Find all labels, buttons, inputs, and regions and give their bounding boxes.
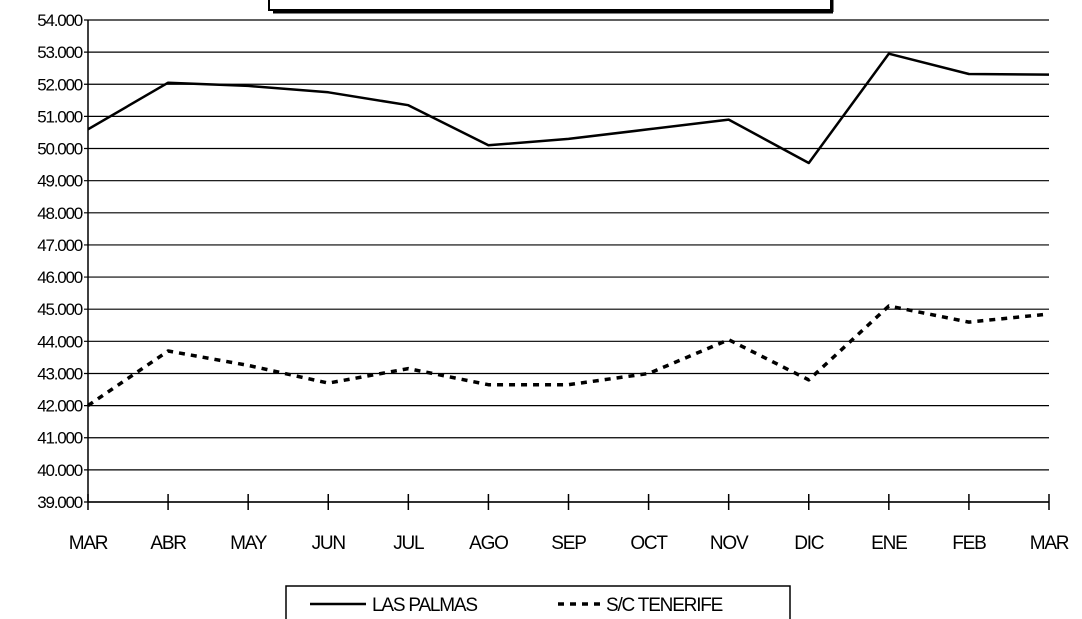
y-tick-label: 46.000	[37, 268, 83, 287]
y-tick-label: 52.000	[37, 75, 83, 94]
x-tick-label: AGO	[469, 533, 508, 554]
x-tick-label: JUL	[393, 533, 424, 554]
series-lines	[87, 52, 1050, 408]
x-tick-label: NOV	[710, 533, 749, 554]
x-tick-label: SEP	[551, 533, 586, 554]
y-tick-label: 40.000	[37, 461, 83, 480]
y-tick-label: 43.000	[37, 364, 83, 383]
x-tick-label: JUN	[312, 533, 346, 554]
y-tick-label: 53.000	[37, 43, 83, 62]
y-tick-label: 45.000	[37, 300, 83, 319]
y-tick-label: 39.000	[37, 493, 83, 512]
axes	[87, 20, 1050, 510]
y-tick-label: 44.000	[37, 332, 83, 351]
x-tick-label: OCT	[630, 533, 668, 554]
x-tick-labels: MAR ABR MAY JUN JUL AGO SEP OCT NOV DIC ENE FEB MAR	[69, 533, 1070, 554]
x-tick-label: FEB	[952, 533, 986, 554]
legend: LAS PALMAS S/C TENERIFE	[285, 585, 791, 619]
y-tick-label: 50.000	[37, 140, 83, 159]
y-tick-label: 51.000	[37, 107, 83, 126]
y-tick-label: 42.000	[37, 397, 83, 416]
legend-label: S/C TENERIFE	[606, 595, 723, 616]
y-tick-label: 47.000	[37, 236, 83, 255]
x-tick-label: ABR	[150, 533, 186, 554]
legend-label: LAS PALMAS	[372, 595, 477, 616]
y-tick-labels: 39.000 40.000 41.000 42.000 43.000 44.000 45.0…	[37, 11, 84, 512]
y-tick-label: 41.000	[37, 429, 83, 448]
y-tick-label: 49.000	[37, 172, 83, 191]
title-box	[268, 0, 832, 11]
series-line-2	[87, 304, 1050, 408]
x-tick-label: DIC	[794, 533, 824, 554]
gridlines	[84, 19, 1049, 503]
y-tick-label: 54.000	[37, 11, 83, 30]
x-tick-label: MAR	[69, 533, 108, 554]
y-tick-label: 48.000	[37, 204, 83, 223]
series-line-1	[87, 52, 1050, 165]
x-tick-label: ENE	[871, 533, 907, 554]
x-tick-label: MAR	[1030, 533, 1069, 554]
x-tick-label: MAY	[230, 533, 268, 554]
legend-box	[285, 585, 791, 619]
